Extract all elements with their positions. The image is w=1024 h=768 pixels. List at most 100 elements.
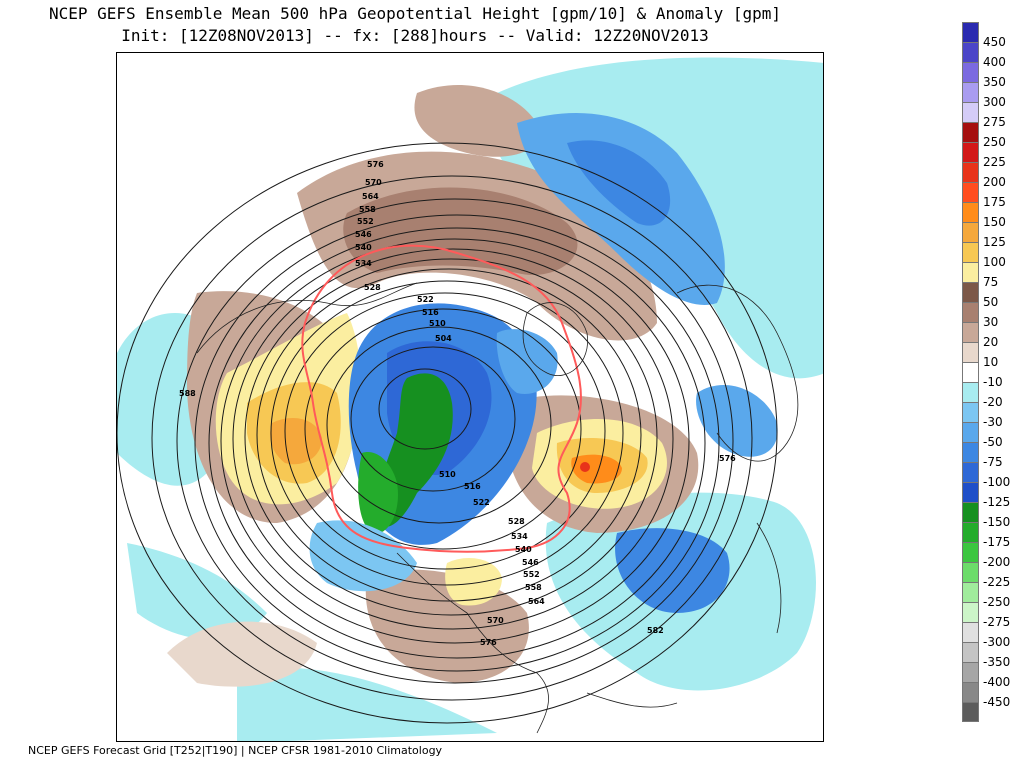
legend-swatch bbox=[962, 262, 979, 282]
anomaly-negative-europe-east bbox=[696, 384, 778, 457]
map-panel: 576 570 564 558 552 546 540 534 528 522 … bbox=[116, 52, 824, 742]
contour-label: 552 bbox=[523, 570, 540, 579]
legend-swatch bbox=[962, 642, 979, 662]
contour-528 bbox=[284, 292, 606, 570]
legend-swatch bbox=[962, 482, 979, 502]
contour-588 bbox=[117, 142, 778, 724]
contour-564 bbox=[208, 227, 706, 659]
legend-label: 200 bbox=[983, 175, 1006, 189]
legend-label: -30 bbox=[983, 415, 1003, 429]
legend-label: -300 bbox=[983, 635, 1011, 649]
legend-label: 225 bbox=[983, 155, 1006, 169]
legend-label: -225 bbox=[983, 575, 1011, 589]
contour-label: 558 bbox=[359, 205, 376, 214]
legend-swatch bbox=[962, 302, 979, 322]
legend-swatch bbox=[962, 222, 979, 242]
contour-570 bbox=[194, 214, 720, 672]
legend-label: -175 bbox=[983, 535, 1011, 549]
contour-label: 516 bbox=[464, 482, 481, 491]
contour-label: 582 bbox=[647, 626, 664, 635]
legend-label: 20 bbox=[983, 335, 999, 349]
legend-label: -20 bbox=[983, 395, 1003, 409]
legend-label: -350 bbox=[983, 655, 1011, 669]
contour-label: 546 bbox=[355, 230, 372, 239]
legend-label: 30 bbox=[983, 315, 999, 329]
legend-label: 50 bbox=[983, 295, 999, 309]
legend-swatch bbox=[962, 122, 979, 142]
legend-swatch bbox=[962, 162, 979, 182]
anomaly-negative-atlantic-core bbox=[615, 528, 730, 613]
contour-534 bbox=[270, 280, 624, 586]
contour-582 bbox=[151, 175, 753, 701]
legend-swatch bbox=[962, 22, 979, 42]
contour-label: 576 bbox=[480, 638, 497, 647]
contour-label: 528 bbox=[508, 517, 525, 526]
anomaly-positive-canada bbox=[343, 187, 578, 275]
legend-swatch bbox=[962, 502, 979, 522]
legend-label: -125 bbox=[983, 495, 1011, 509]
legend-label: 175 bbox=[983, 195, 1006, 209]
legend-label: -275 bbox=[983, 615, 1011, 629]
contour-576 bbox=[176, 198, 734, 684]
contour-label: 570 bbox=[487, 616, 504, 625]
contour-label: 540 bbox=[355, 243, 372, 252]
legend-swatch bbox=[962, 202, 979, 222]
legend-label: 125 bbox=[983, 235, 1006, 249]
legend-label: -450 bbox=[983, 695, 1011, 709]
legend-label: 250 bbox=[983, 135, 1006, 149]
contour-label: 528 bbox=[364, 283, 381, 292]
legend-label: -50 bbox=[983, 435, 1003, 449]
contour-label: 522 bbox=[417, 295, 434, 304]
coastlines bbox=[196, 282, 799, 734]
coastline-asia bbox=[196, 282, 418, 354]
legend-swatch bbox=[962, 142, 979, 162]
coastline-africa bbox=[756, 522, 782, 634]
map-title: NCEP GEFS Ensemble Mean 500 hPa Geopoten… bbox=[48, 4, 782, 23]
coastline-greenland bbox=[522, 302, 589, 376]
legend-swatch bbox=[962, 422, 979, 442]
contour-label: 534 bbox=[355, 259, 372, 268]
legend-swatch bbox=[962, 462, 979, 482]
legend-label: 150 bbox=[983, 215, 1006, 229]
contour-504 bbox=[378, 368, 472, 450]
map-subtitle: Init: [12Z08NOV2013] -- fx: [288]hours -… bbox=[121, 26, 709, 45]
legend-swatch bbox=[962, 342, 979, 362]
legend-label: 100 bbox=[983, 255, 1006, 269]
legend-swatch bbox=[962, 582, 979, 602]
contour-552 bbox=[232, 248, 674, 630]
legend-swatch bbox=[962, 62, 979, 82]
contour-label: 576 bbox=[367, 160, 384, 169]
anomaly-shading bbox=[117, 57, 823, 741]
anomaly-ridge-north-america bbox=[445, 558, 502, 606]
legend-swatch bbox=[962, 282, 979, 302]
legend-label: -10 bbox=[983, 375, 1003, 389]
legend-label: -400 bbox=[983, 675, 1011, 689]
legend-swatch bbox=[962, 662, 979, 682]
legend-label: 300 bbox=[983, 95, 1006, 109]
anomaly-positive-west-pacific bbox=[167, 621, 317, 687]
contour-label: 588 bbox=[179, 389, 196, 398]
color-legend: 450 400 350 300 275 250 225 200 175 150 125 100 75 50… bbox=[962, 22, 1024, 726]
contour-label: 564 bbox=[528, 597, 545, 606]
legend-swatch bbox=[962, 182, 979, 202]
contour-540 bbox=[256, 268, 642, 602]
contour-label: 552 bbox=[357, 217, 374, 226]
legend-swatch bbox=[962, 442, 979, 462]
legend-swatch bbox=[962, 42, 979, 62]
contour-522 bbox=[304, 308, 582, 550]
legend-swatch bbox=[962, 522, 979, 542]
legend-swatch bbox=[962, 542, 979, 562]
legend-swatch bbox=[962, 82, 979, 102]
legend-label: 75 bbox=[983, 275, 999, 289]
legend-label: -150 bbox=[983, 515, 1011, 529]
anomaly-negative-green-west bbox=[358, 452, 398, 534]
anomaly-negative-west-pacific-blue bbox=[309, 520, 417, 592]
contour-label: 576 bbox=[719, 454, 736, 463]
anomaly-ridge-europe-max bbox=[580, 462, 590, 472]
coastline-caribbean bbox=[586, 692, 678, 708]
legend-swatch bbox=[962, 602, 979, 622]
legend-swatch bbox=[962, 382, 979, 402]
contour-label: 564 bbox=[362, 192, 379, 201]
legend-label: 275 bbox=[983, 115, 1006, 129]
height-contours bbox=[117, 142, 778, 724]
